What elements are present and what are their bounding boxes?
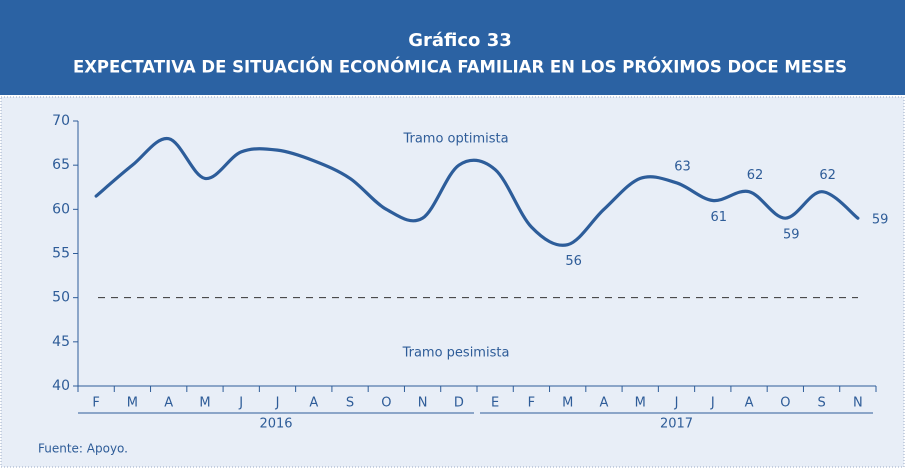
x-tick-label: M bbox=[127, 396, 138, 411]
y-tick-label: 55 bbox=[52, 246, 70, 262]
data-label: 62 bbox=[819, 168, 836, 183]
x-tick-label: O bbox=[780, 396, 790, 411]
x-tick-label: E bbox=[491, 396, 499, 411]
annotation: Tramo pesimista bbox=[402, 346, 510, 361]
y-tick-label: 65 bbox=[52, 157, 70, 173]
x-tick-label: J bbox=[710, 396, 715, 411]
x-tick-label: M bbox=[635, 396, 646, 411]
series-line bbox=[94, 137, 860, 247]
chart-title: Gráfico 33 bbox=[408, 30, 512, 51]
data-label: 56 bbox=[565, 254, 582, 269]
y-tick-label: 40 bbox=[52, 378, 70, 394]
x-tick-label: F bbox=[92, 396, 99, 411]
data-label: 59 bbox=[783, 228, 800, 243]
x-tick-label: J bbox=[275, 396, 280, 411]
x-tick-label: N bbox=[418, 396, 428, 411]
x-tick-label: N bbox=[853, 396, 863, 411]
x-tick-label: S bbox=[346, 396, 354, 411]
chart-subtitle: EXPECTATIVA DE SITUACIÓN ECONÓMICA FAMIL… bbox=[73, 58, 847, 77]
title-bar bbox=[0, 0, 905, 95]
data-label: 62 bbox=[747, 168, 764, 183]
x-tick-label: O bbox=[381, 396, 391, 411]
x-tick-label: A bbox=[745, 396, 754, 411]
x-tick-label: J bbox=[238, 396, 243, 411]
x-tick-label: F bbox=[528, 396, 535, 411]
y-tick-label: 60 bbox=[52, 201, 70, 217]
data-label: 59 bbox=[872, 213, 889, 228]
x-tick-label: A bbox=[600, 396, 609, 411]
group-label: 2016 bbox=[259, 417, 292, 432]
x-tick-label: A bbox=[309, 396, 318, 411]
x-tick-label: A bbox=[164, 396, 173, 411]
y-tick-label: 70 bbox=[52, 113, 70, 129]
x-tick-label: S bbox=[817, 396, 825, 411]
group-label: 2017 bbox=[660, 417, 693, 432]
x-tick-label: J bbox=[674, 396, 679, 411]
chart-panel bbox=[0, 96, 905, 468]
x-tick-label: D bbox=[454, 396, 464, 411]
x-tick-label: M bbox=[562, 396, 573, 411]
y-tick-label: 50 bbox=[52, 290, 70, 306]
data-label: 63 bbox=[674, 159, 691, 174]
annotation: Tramo optimista bbox=[402, 132, 508, 147]
data-label: 61 bbox=[710, 210, 727, 225]
x-tick-label: M bbox=[199, 396, 210, 411]
y-tick-label: 45 bbox=[52, 334, 70, 350]
source: Fuente: Apoyo. bbox=[38, 442, 128, 456]
